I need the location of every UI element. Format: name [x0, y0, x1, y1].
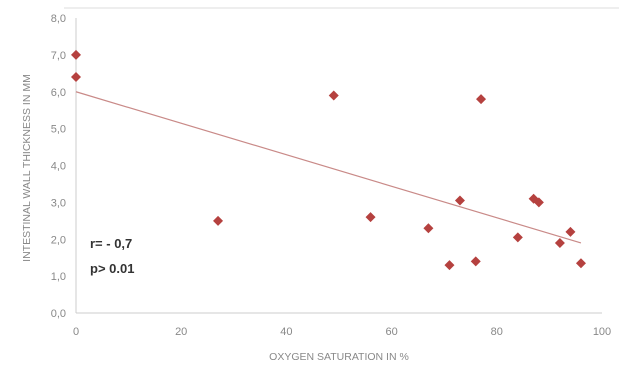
x-tick-label: 40: [280, 326, 292, 338]
x-tick-label: 20: [175, 326, 187, 338]
x-tick-label: 60: [385, 326, 397, 338]
data-point: [423, 223, 434, 234]
data-point: [533, 197, 544, 208]
y-tick-label: 7,0: [51, 50, 66, 62]
y-tick-label: 8,0: [51, 13, 66, 25]
data-point: [476, 94, 487, 105]
data-point: [454, 195, 465, 206]
y-tick-label: 2,0: [51, 234, 66, 246]
y-tick-label: 1,0: [51, 271, 66, 283]
y-tick-label: 0,0: [51, 308, 66, 320]
correlation-annotation: r= - 0,7: [90, 236, 132, 251]
y-tick-label: 3,0: [51, 197, 66, 209]
y-axis-tick-labels: 0,0 1,0 2,0 3,0 4,0 5,0 6,0 7,0 8,0: [51, 13, 66, 320]
data-point: [71, 72, 81, 82]
data-point: [328, 90, 339, 101]
x-axis-tick-labels: 0 20 40 60 80 100: [73, 326, 611, 338]
x-tick-label: 80: [491, 326, 503, 338]
data-point: [444, 260, 455, 271]
data-point: [71, 49, 81, 60]
x-tick-label: 100: [593, 326, 611, 338]
data-point: [575, 258, 586, 269]
y-axis-title: INTESTINAL WALL THICKNESS IN MM: [21, 74, 33, 262]
trend-line: [75, 91, 582, 244]
y-tick-label: 4,0: [51, 161, 66, 173]
y-tick-label: 6,0: [51, 87, 66, 99]
data-point: [565, 226, 576, 237]
p-value-annotation: p> 0.01: [90, 261, 134, 276]
data-point: [554, 237, 565, 248]
x-axis-title: OXYGEN SATURATION IN %: [269, 351, 409, 363]
data-point: [512, 232, 523, 243]
data-point: [213, 215, 224, 226]
data-points: [71, 49, 586, 271]
data-point: [470, 256, 481, 267]
data-point: [365, 212, 376, 223]
y-tick-label: 5,0: [51, 124, 66, 136]
x-tick-label: 0: [73, 326, 79, 338]
